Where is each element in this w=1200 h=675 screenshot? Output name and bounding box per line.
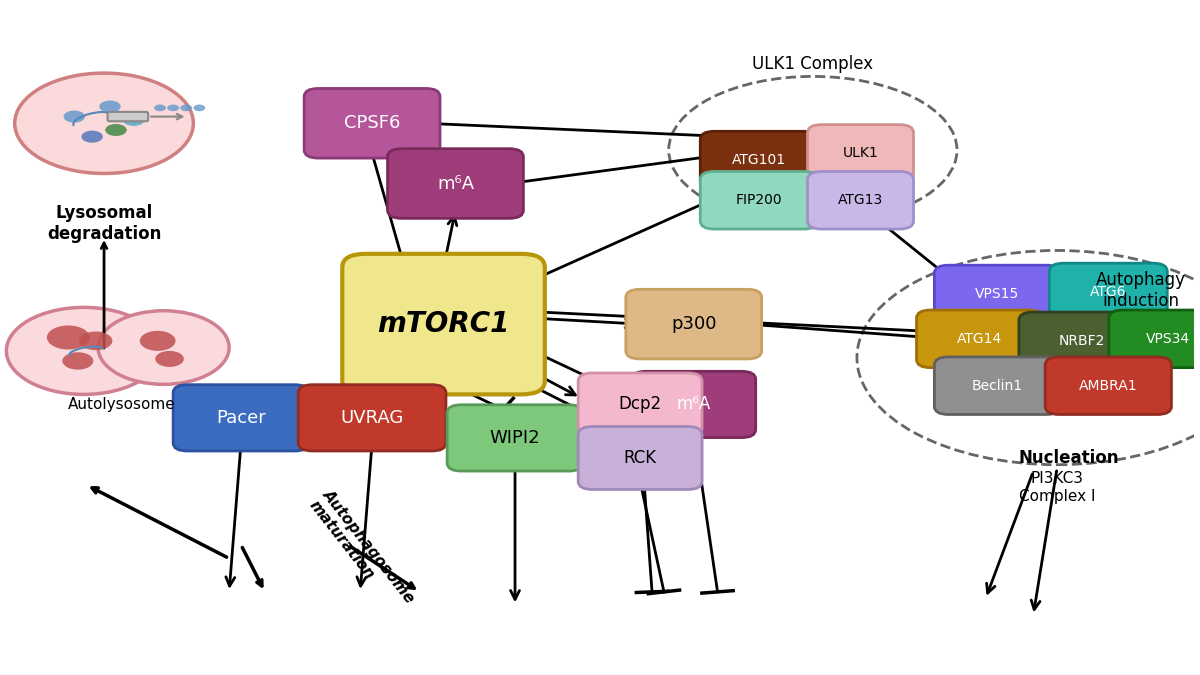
Text: ATG13: ATG13 — [838, 193, 883, 207]
FancyBboxPatch shape — [448, 405, 583, 471]
Text: FIP200: FIP200 — [736, 193, 782, 207]
Text: CPSF6: CPSF6 — [344, 114, 401, 132]
Text: m⁶A: m⁶A — [677, 396, 710, 414]
FancyBboxPatch shape — [917, 310, 1043, 368]
Circle shape — [100, 101, 121, 113]
FancyBboxPatch shape — [701, 171, 818, 229]
Circle shape — [180, 105, 192, 111]
Text: UVRAG: UVRAG — [341, 409, 403, 427]
Circle shape — [47, 325, 90, 350]
Text: Autolysosome: Autolysosome — [68, 397, 175, 412]
FancyBboxPatch shape — [935, 265, 1061, 323]
Text: Autophagosome
maturation: Autophagosome maturation — [306, 487, 418, 617]
Text: VPS34: VPS34 — [1146, 332, 1190, 346]
FancyBboxPatch shape — [1019, 312, 1145, 370]
Circle shape — [79, 331, 113, 350]
Text: ATG6: ATG6 — [1090, 285, 1127, 299]
FancyBboxPatch shape — [299, 385, 446, 451]
Text: ATG101: ATG101 — [732, 153, 786, 167]
Text: Dcp2: Dcp2 — [618, 396, 661, 414]
Circle shape — [155, 351, 184, 367]
Text: ULK1 Complex: ULK1 Complex — [752, 55, 874, 73]
Text: ULK1: ULK1 — [842, 146, 878, 161]
FancyBboxPatch shape — [108, 112, 148, 122]
Circle shape — [124, 114, 144, 126]
Circle shape — [167, 105, 179, 111]
Text: PI3KC3
Complex I: PI3KC3 Complex I — [1019, 471, 1096, 504]
Circle shape — [139, 331, 175, 351]
Circle shape — [193, 105, 205, 111]
FancyBboxPatch shape — [935, 357, 1061, 414]
FancyBboxPatch shape — [1109, 310, 1200, 368]
FancyBboxPatch shape — [1045, 357, 1171, 414]
FancyBboxPatch shape — [626, 290, 762, 359]
Circle shape — [154, 105, 166, 111]
Text: mTORC1: mTORC1 — [377, 310, 510, 338]
Circle shape — [6, 307, 161, 394]
Text: AMBRA1: AMBRA1 — [1079, 379, 1138, 393]
Text: RCK: RCK — [624, 449, 656, 467]
Circle shape — [64, 111, 85, 123]
Circle shape — [82, 131, 103, 142]
FancyBboxPatch shape — [304, 88, 440, 158]
Circle shape — [106, 124, 127, 136]
Text: Nucleation: Nucleation — [1019, 449, 1120, 467]
Text: p300: p300 — [671, 315, 716, 333]
Circle shape — [62, 352, 94, 370]
Circle shape — [98, 310, 229, 384]
Text: NRBF2: NRBF2 — [1058, 334, 1105, 348]
FancyBboxPatch shape — [808, 125, 913, 182]
Text: ATG14: ATG14 — [958, 332, 1002, 346]
FancyBboxPatch shape — [173, 385, 308, 451]
FancyBboxPatch shape — [701, 132, 818, 189]
Circle shape — [14, 73, 193, 173]
FancyBboxPatch shape — [1049, 263, 1168, 321]
Text: Lysosomal
degradation: Lysosomal degradation — [47, 205, 161, 243]
Text: Pacer: Pacer — [216, 409, 266, 427]
Text: Beclin1: Beclin1 — [972, 379, 1024, 393]
Text: VPS15: VPS15 — [976, 287, 1020, 301]
FancyBboxPatch shape — [578, 373, 702, 436]
FancyBboxPatch shape — [808, 171, 913, 229]
FancyBboxPatch shape — [578, 427, 702, 489]
Text: m⁶A: m⁶A — [437, 175, 474, 192]
Text: WIPI2: WIPI2 — [490, 429, 540, 447]
FancyBboxPatch shape — [388, 148, 523, 218]
FancyBboxPatch shape — [631, 371, 756, 437]
FancyBboxPatch shape — [342, 254, 545, 394]
Text: Autophagy
induction: Autophagy induction — [1096, 271, 1186, 310]
